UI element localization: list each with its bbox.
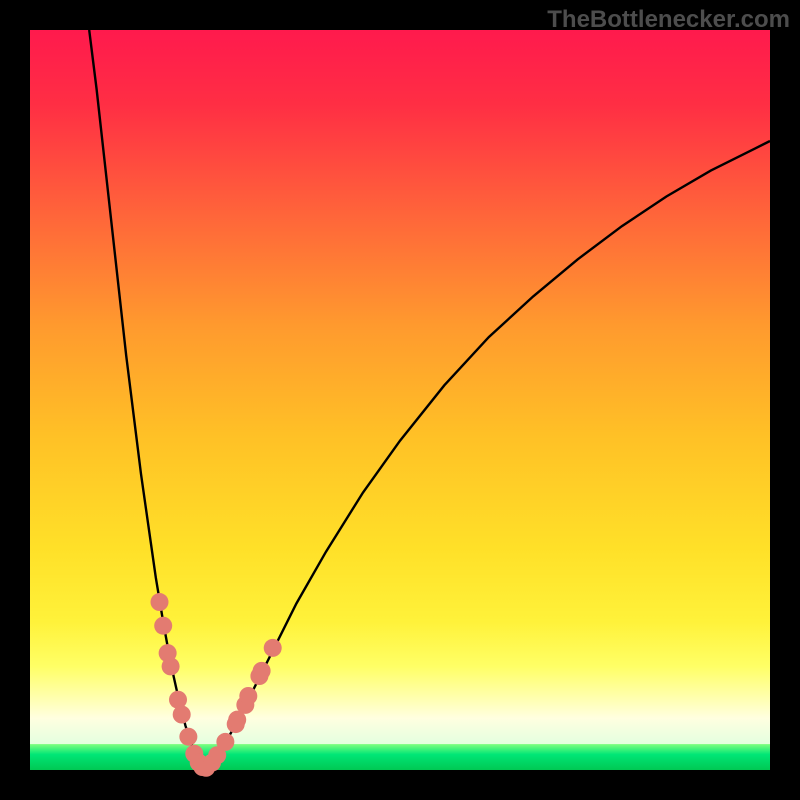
chart-svg [0, 0, 800, 800]
data-marker [179, 728, 197, 746]
green-band [30, 744, 770, 770]
data-marker [151, 593, 169, 611]
data-marker [239, 687, 257, 705]
data-marker [173, 706, 191, 724]
chart-root: TheBottlenecker.com [0, 0, 800, 800]
watermark-text: TheBottlenecker.com [547, 6, 790, 34]
data-marker [253, 662, 271, 680]
data-marker [216, 733, 234, 751]
plot-gradient-area [30, 30, 770, 770]
data-marker [154, 617, 172, 635]
data-marker [264, 639, 282, 657]
data-marker [162, 657, 180, 675]
